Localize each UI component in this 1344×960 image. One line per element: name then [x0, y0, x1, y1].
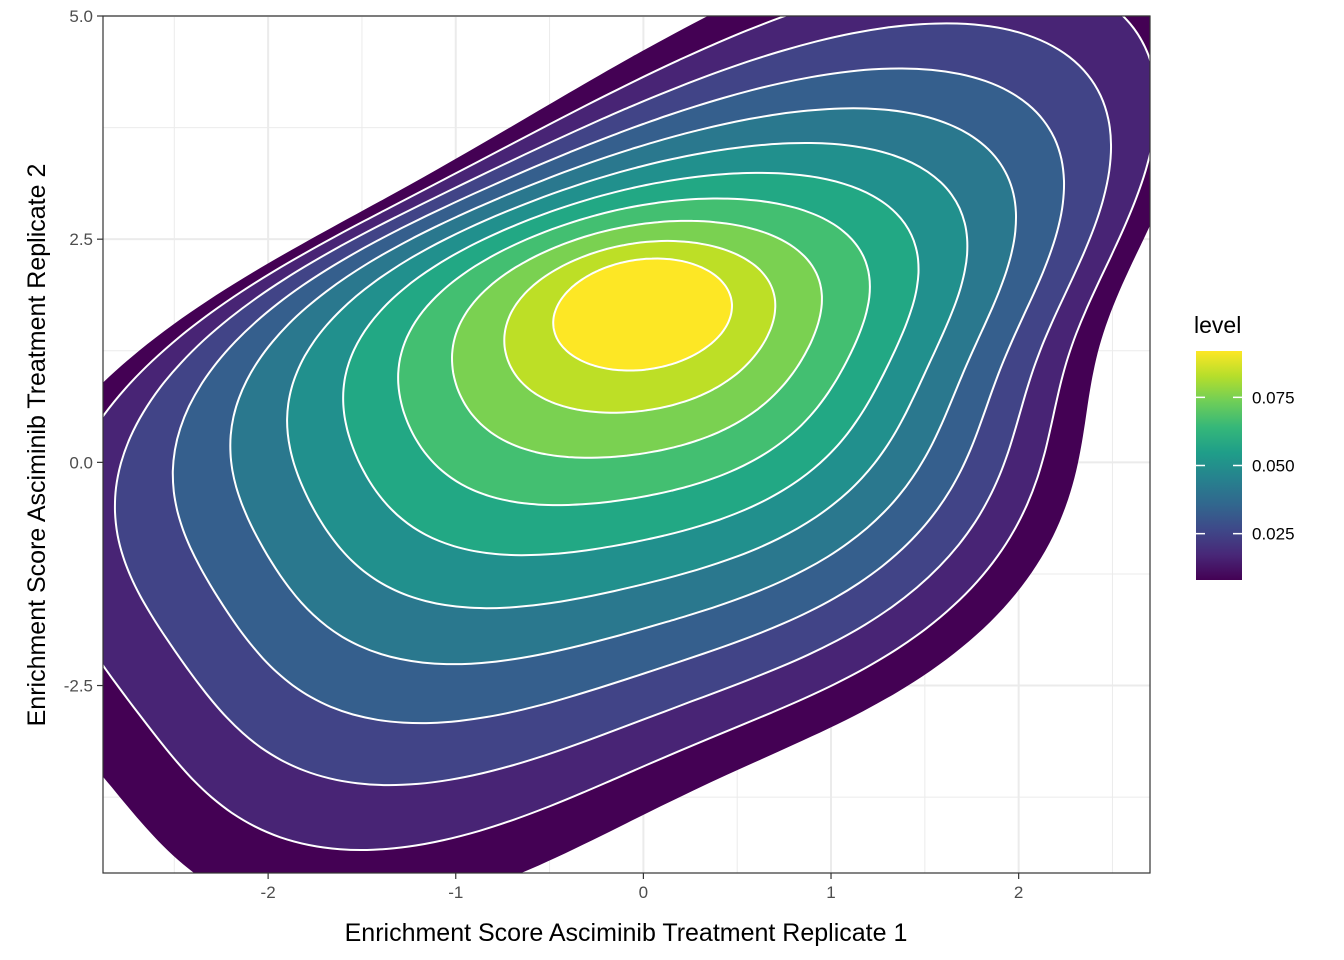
- x-tick-label: -1: [448, 883, 463, 902]
- legend-title: level: [1194, 312, 1241, 338]
- x-axis-ticks: -2 -1 0 1 2: [261, 873, 1023, 902]
- x-tick-label: 1: [826, 883, 835, 902]
- x-tick-label: -2: [261, 883, 276, 902]
- x-tick-label: 2: [1014, 883, 1023, 902]
- legend: level 0.025 0.050 0.075: [1194, 312, 1295, 580]
- x-axis-title: Enrichment Score Asciminib Treatment Rep…: [345, 919, 908, 947]
- y-axis-title: Enrichment Score Asciminib Treatment Rep…: [23, 164, 51, 727]
- legend-ticks: 0.025 0.050 0.075: [1196, 388, 1295, 544]
- y-tick-label: 2.5: [69, 230, 93, 249]
- density-contours: [103, 16, 1150, 873]
- x-tick-label: 0: [639, 883, 648, 902]
- y-tick-label: -2.5: [64, 677, 93, 696]
- y-tick-label: 5.0: [69, 7, 93, 26]
- legend-tick-label: 0.050: [1252, 457, 1295, 476]
- y-tick-label: 0.0: [69, 453, 93, 472]
- density-level-11: [552, 257, 734, 372]
- plot-border: [102, 15, 1151, 874]
- legend-tick-label: 0.025: [1252, 525, 1295, 544]
- y-axis-ticks: -2.5 0.0 2.5 5.0: [64, 7, 103, 696]
- legend-tick-label: 0.075: [1252, 388, 1295, 407]
